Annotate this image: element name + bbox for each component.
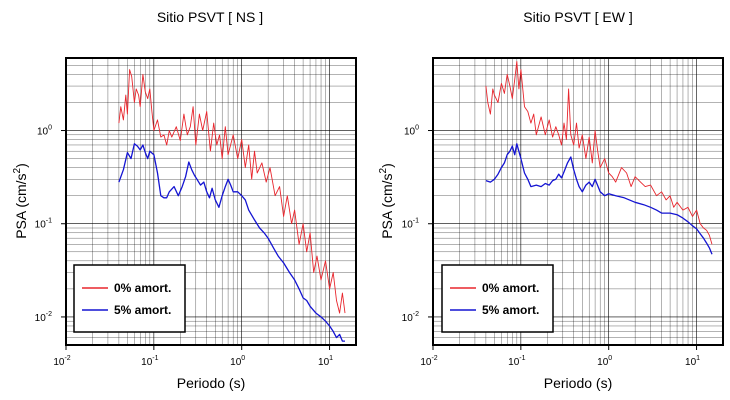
series-group bbox=[118, 69, 346, 342]
y-axis-label-sup: 2 bbox=[378, 167, 389, 173]
series-group bbox=[485, 61, 713, 255]
legend-label-0pct: 0% amort. bbox=[114, 281, 171, 295]
y-tick-labels: 10-2 10-1 100 bbox=[35, 125, 66, 324]
y-tick-label: 10-2 bbox=[35, 311, 52, 324]
series-line-5pct bbox=[118, 143, 345, 342]
y-axis-label: PSA (cm/s2) bbox=[378, 163, 395, 239]
y-tick-label: 10-1 bbox=[402, 218, 419, 231]
legend: 0% amort. 5% amort. bbox=[73, 264, 186, 333]
series-line-0pct bbox=[485, 61, 713, 245]
x-tick-label: 10-1 bbox=[141, 355, 158, 368]
y-tick-label: 100 bbox=[37, 125, 52, 138]
x-axis-label: Periodo (s) bbox=[544, 375, 612, 391]
chart-ew: Sitio PSVT [ EW ] 10-2 10-1 100 101 10-210-… bbox=[378, 9, 724, 391]
y-axis-label-close: ) bbox=[13, 163, 29, 168]
y-tick-label: 100 bbox=[404, 125, 419, 138]
chart-title: Sitio PSVT [ NS ] bbox=[157, 9, 263, 25]
series-line-0pct bbox=[118, 69, 346, 314]
y-axis-label-main: PSA (cm/s bbox=[379, 173, 395, 238]
y-axis-label-main: PSA (cm/s bbox=[13, 173, 29, 238]
x-tick-label: 100 bbox=[230, 355, 245, 368]
plot-frame bbox=[432, 57, 724, 346]
chart-ns: Sitio PSVT [ NS ] 10-2 10-1 100 101 10-210-… bbox=[12, 9, 357, 391]
x-tick-label: 10-2 bbox=[420, 355, 437, 368]
x-tick-label: 100 bbox=[597, 355, 612, 368]
x-tick-label: 101 bbox=[685, 355, 700, 368]
series-line-5pct bbox=[485, 143, 713, 255]
plot-frame bbox=[65, 57, 357, 346]
legend-box bbox=[73, 264, 186, 333]
y-tick-labels: 10-2 10-1 100 bbox=[402, 125, 433, 324]
legend-label-5pct: 5% amort. bbox=[114, 303, 171, 317]
legend-label-0pct: 0% amort. bbox=[482, 281, 539, 295]
y-tick-label: 10-1 bbox=[35, 218, 52, 231]
x-tick-label: 10-1 bbox=[508, 355, 525, 368]
x-tick-labels: 10-2 10-1 100 101 bbox=[420, 345, 700, 368]
y-axis-label-close: ) bbox=[379, 163, 395, 168]
y-axis-label-sup: 2 bbox=[12, 167, 23, 173]
legend: 0% amort. 5% amort. bbox=[441, 264, 554, 333]
legend-label-5pct: 5% amort. bbox=[482, 303, 539, 317]
chart-title: Sitio PSVT [ EW ] bbox=[523, 9, 632, 25]
y-axis-label: PSA (cm/s2) bbox=[12, 163, 29, 239]
x-tick-label: 10-2 bbox=[53, 355, 70, 368]
x-tick-label: 101 bbox=[318, 355, 333, 368]
x-tick-labels: 10-2 10-1 100 101 bbox=[53, 345, 333, 368]
y-tick-label: 10-2 bbox=[402, 311, 419, 324]
legend-box bbox=[441, 264, 554, 333]
x-axis-label: Periodo (s) bbox=[177, 375, 245, 391]
